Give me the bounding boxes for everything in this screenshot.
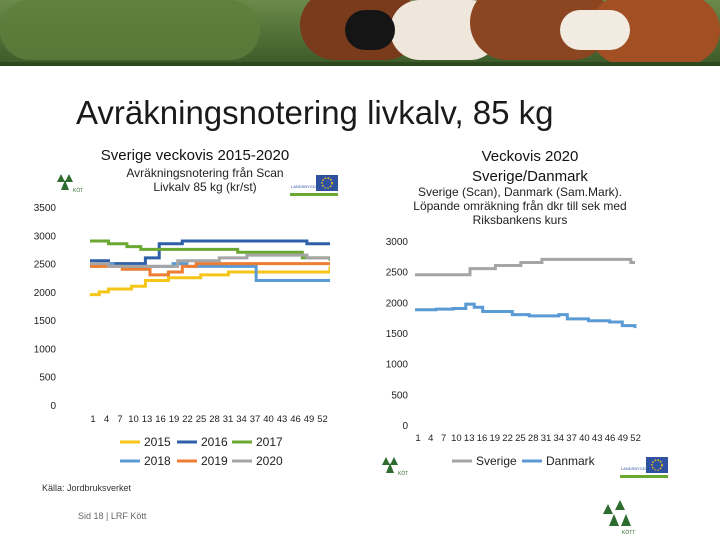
eu-flag-icon-right: LANDSBYGDSPLAN — [620, 455, 670, 481]
source-note: Källa: Jordbruksverket — [42, 483, 132, 493]
right-chart-legend-label-sverige: Sverige — [476, 454, 517, 468]
left-chart-series-line-2019 — [90, 262, 330, 277]
left-chart-y-tick-label: 2500 — [34, 260, 57, 271]
left-chart-legend-label-2015: 2015 — [144, 435, 171, 449]
left-chart-heading: Sverige veckovis 2015-2020 — [100, 147, 290, 164]
right-chart-x-tick-label: 31 — [541, 433, 552, 444]
right-chart-series-line-sverige — [415, 257, 635, 277]
kott-logo-large-icon: KÖTT — [603, 500, 635, 536]
left-chart-legend-label-2018: 2018 — [144, 454, 171, 468]
left-chart-y-tick-label: 1500 — [34, 316, 57, 327]
left-chart-y-tick-label: 500 — [39, 373, 56, 384]
left-chart-x-tick-label: 25 — [196, 414, 207, 425]
right-chart-legend-label-danmark: Danmark — [546, 454, 596, 468]
right-chart-y-tick-label: 3000 — [386, 237, 409, 248]
right-chart-x-tick-label: 13 — [464, 433, 475, 444]
left-chart-x-tick-label: 49 — [304, 414, 315, 425]
right-note-line3: Riksbankens kurs — [472, 213, 568, 227]
left-note-line1: Avräkningsnotering från Scan — [126, 166, 284, 180]
right-chart-y-tick-label: 1500 — [386, 329, 409, 340]
right-chart-x-tick-label: 16 — [477, 433, 488, 444]
left-chart-x-tick-label: 28 — [209, 414, 220, 425]
slide-footer: Sid 18 | LRF Kött — [78, 511, 147, 521]
right-chart-y-tick-label: 500 — [391, 390, 408, 401]
right-chart-x-tick-label: 1 — [415, 433, 420, 444]
right-chart-y-tick-label: 0 — [402, 421, 408, 432]
kott-logo-large-text: KÖTT — [622, 529, 635, 536]
right-chart-x-tick-label: 25 — [515, 433, 526, 444]
left-chart-x-tick-label: 34 — [236, 414, 247, 425]
left-chart-y-tick-label: 1000 — [34, 344, 57, 355]
left-chart-x-tick-label: 37 — [250, 414, 261, 425]
kott-logo-text-right: KÖTT — [398, 470, 408, 477]
kott-logo-text: KÖTT — [73, 187, 83, 194]
right-chart-x-tick-label: 52 — [630, 433, 641, 444]
right-chart-x-tick-label: 19 — [490, 433, 501, 444]
right-chart-y-tick-label: 2000 — [386, 298, 409, 309]
left-chart-x-tick-label: 31 — [223, 414, 234, 425]
kott-logo-icon: KÖTT — [57, 174, 83, 194]
left-chart-series-line-2020 — [90, 253, 330, 268]
right-heading-line2: Sverige/Danmark — [472, 168, 588, 185]
right-chart-x-tick-label: 28 — [528, 433, 539, 444]
left-chart-x-tick-label: 13 — [142, 414, 153, 425]
right-chart-x-tick-label: 4 — [428, 433, 433, 444]
left-chart-x-tick-label: 19 — [169, 414, 180, 425]
right-chart-x-tick-label: 34 — [554, 433, 565, 444]
left-chart-legend-label-2020: 2020 — [256, 454, 283, 468]
right-chart-x-tick-label: 40 — [579, 433, 590, 444]
left-chart-series-line-2015 — [90, 266, 330, 297]
left-chart-legend-label-2017: 2017 — [256, 435, 283, 449]
banner-divider — [0, 62, 720, 66]
left-chart-note: Avräkningsnotering från Scan Livkalv 85 … — [105, 166, 305, 194]
left-chart-x-tick-label: 7 — [117, 414, 122, 425]
left-chart-y-tick-label: 3500 — [34, 203, 57, 214]
eu-flag-icon: LANDSBYGDSPLAN — [290, 173, 340, 199]
right-chart-note: Sverige (Scan), Danmark (Sam.Mark). Löpa… — [400, 185, 640, 227]
right-note-line1: Sverige (Scan), Danmark (Sam.Mark). — [417, 185, 623, 199]
left-chart-legend-label-2019: 2019 — [201, 454, 228, 468]
left-chart-x-tick-label: 22 — [182, 414, 193, 425]
eu-logo-text: LANDSBYGDSPLAN — [291, 184, 329, 189]
left-note-line2: Livkalv 85 kg (kr/st) — [153, 180, 257, 194]
right-chart-y-tick-label: 1000 — [386, 360, 409, 371]
left-chart-legend-label-2016: 2016 — [201, 435, 228, 449]
right-chart-y-tick-label: 2500 — [386, 268, 409, 279]
left-chart-x-tick-label: 52 — [317, 414, 328, 425]
right-note-line2: Löpande omräkning från dkr till sek med — [413, 199, 627, 213]
left-chart-x-tick-label: 4 — [104, 414, 109, 425]
left-chart-y-tick-label: 2000 — [34, 288, 57, 299]
left-chart-y-tick-label: 0 — [50, 401, 56, 412]
right-chart-x-tick-label: 10 — [451, 433, 462, 444]
right-chart-x-tick-label: 37 — [566, 433, 577, 444]
left-chart-x-tick-label: 16 — [155, 414, 166, 425]
header-photo-banner — [0, 0, 720, 64]
left-chart-x-tick-label: 43 — [277, 414, 288, 425]
right-chart-x-tick-label: 22 — [502, 433, 513, 444]
right-chart-x-tick-label: 46 — [605, 433, 616, 444]
left-chart-x-tick-label: 40 — [263, 414, 274, 425]
right-chart-x-tick-label: 7 — [441, 433, 446, 444]
left-chart-x-tick-label: 1 — [90, 414, 95, 425]
left-chart-y-tick-label: 3000 — [34, 231, 57, 242]
kott-logo-icon-right: KÖTT — [382, 457, 408, 477]
left-chart-x-tick-label: 46 — [290, 414, 301, 425]
right-chart-x-tick-label: 49 — [618, 433, 629, 444]
right-line-chart: 0 500 1000 1500 2000 2500 3000 1 4 7 10 13 16 19 22 25 2… — [386, 237, 641, 468]
eu-logo-text-right: LANDSBYGDSPLAN — [621, 466, 659, 471]
right-chart-heading: Veckovis 2020 Sverige/Danmark — [430, 147, 630, 187]
right-heading-line1: Veckovis 2020 — [481, 148, 579, 165]
right-chart-series-line-danmark — [415, 302, 637, 329]
left-chart-x-tick-label: 10 — [128, 414, 139, 425]
right-chart-x-tick-label: 43 — [592, 433, 603, 444]
page-title: Avräkningsnotering livkalv, 85 kg — [76, 94, 554, 131]
left-chart-series-line-2017 — [90, 239, 330, 261]
